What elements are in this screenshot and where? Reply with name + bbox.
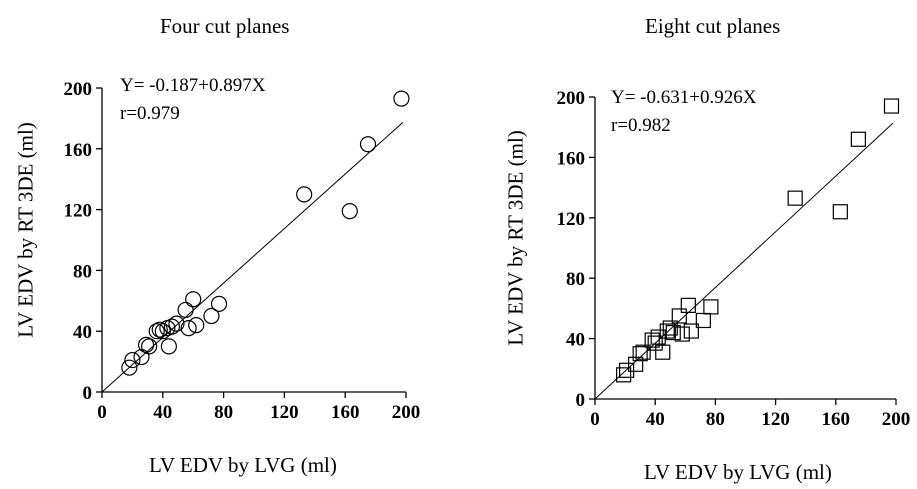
regression-equation: Y= -0.631+0.926X [611, 87, 757, 108]
data-point [359, 136, 377, 153]
data-point [665, 324, 681, 341]
y-tick-label: 200 [557, 88, 586, 109]
data-point [659, 323, 675, 339]
data-point [188, 317, 205, 334]
y-tick-label: 40 [566, 330, 585, 351]
data-point [883, 98, 900, 114]
data-point [124, 351, 141, 369]
data-point [168, 315, 185, 332]
data-point [163, 318, 181, 335]
y-tick-label: 160 [557, 148, 586, 169]
data-point [674, 326, 690, 342]
y-tick-label: 120 [64, 201, 93, 222]
data-point [177, 301, 194, 319]
data-point [655, 344, 671, 360]
y-tick-label: 80 [73, 261, 92, 282]
x-axis-label: LV EDV by LVG (ml) [644, 460, 832, 484]
data-point [185, 291, 202, 308]
data-point [148, 323, 165, 340]
x-axis-label: LV EDV by LVG (ml) [149, 453, 337, 477]
x-tick-label: 80 [706, 409, 725, 430]
data-point [832, 204, 848, 220]
data-point [341, 203, 358, 220]
y-tick-label: 0 [576, 390, 586, 411]
x-tick-label: 0 [97, 402, 107, 423]
data-point [680, 297, 696, 313]
data-point [632, 346, 648, 362]
x-tick-label: 160 [331, 402, 360, 423]
chart-panel-four-cut-planes: Four cut planes Y= -0.187+0.897X r=0.979… [0, 0, 458, 489]
x-tick-label: 200 [392, 402, 421, 423]
y-tick-label: 40 [73, 322, 92, 343]
data-point [619, 362, 635, 378]
scatter-plot: 0 40 80 120 160 200 0 40 80 120 160 200 [557, 88, 911, 430]
data-point [393, 90, 410, 107]
y-tick-label: 200 [64, 79, 93, 100]
x-tick-label: 80 [214, 402, 233, 423]
regression-line [594, 122, 894, 400]
regression-line [101, 121, 404, 393]
x-tick-label: 160 [822, 409, 851, 430]
x-tick-label: 40 [646, 409, 665, 430]
data-point [154, 323, 171, 340]
data-point [615, 367, 632, 383]
data-point [180, 320, 197, 337]
data-point [671, 308, 687, 324]
data-point [662, 320, 678, 336]
y-tick-label: 0 [83, 383, 93, 404]
data-point [296, 186, 313, 203]
x-tick-label: 120 [761, 409, 790, 430]
data-point [137, 336, 155, 353]
x-tick-label: 0 [590, 409, 600, 430]
regression-equation: Y= -0.187+0.897X [120, 75, 266, 96]
x-tick-label: 200 [882, 409, 911, 430]
data-point [151, 321, 168, 338]
data-point [683, 323, 699, 339]
data-point [644, 332, 660, 348]
data-point [703, 299, 719, 315]
data-point [850, 131, 866, 147]
data-point [787, 190, 803, 206]
data-point [203, 307, 220, 325]
y-tick-label: 120 [557, 209, 586, 230]
scatter-plot: 0 40 80 120 160 200 0 40 80 120 160 200 [64, 79, 421, 423]
correlation-coefficient: r=0.982 [611, 115, 671, 136]
data-point [635, 344, 651, 360]
chart-panel-eight-cut-planes: Eight cut planes Y= -0.631+0.926X r=0.98… [458, 0, 916, 489]
x-tick-label: 40 [153, 402, 172, 423]
data-point [210, 295, 228, 312]
data-point [650, 329, 666, 345]
data-point [133, 348, 150, 366]
y-tick-label: 160 [64, 140, 93, 161]
chart-title: Four cut planes [160, 14, 290, 38]
data-point [160, 338, 177, 355]
y-tick-label: 80 [566, 269, 585, 290]
data-point [121, 359, 138, 376]
x-tick-label: 120 [270, 402, 299, 423]
data-point [141, 338, 158, 355]
chart-title: Eight cut planes [645, 14, 781, 38]
correlation-coefficient: r=0.979 [120, 103, 180, 124]
